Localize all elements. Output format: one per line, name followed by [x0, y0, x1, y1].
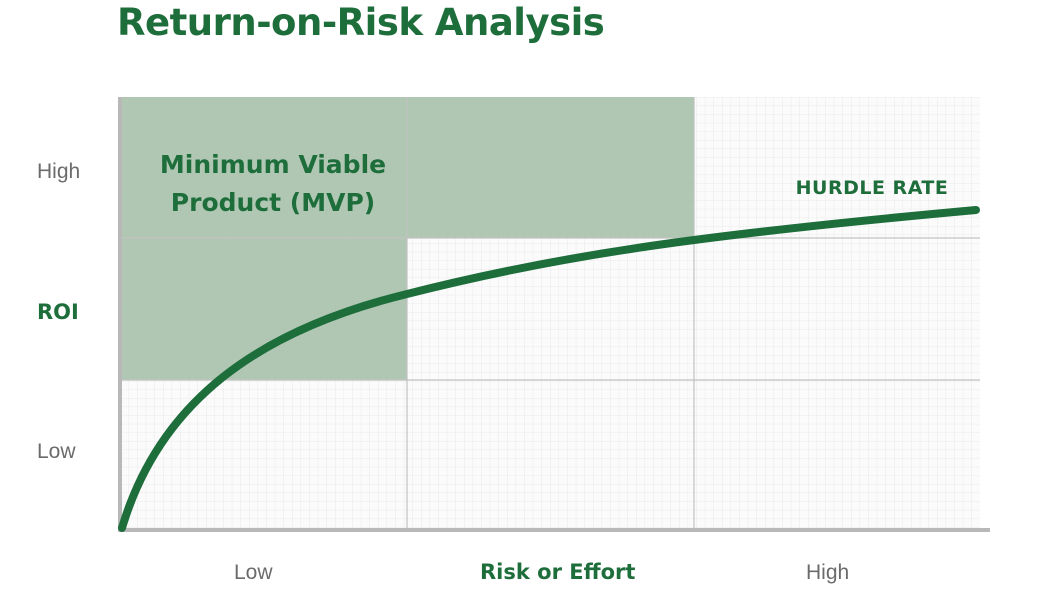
y-axis-high-label: High: [37, 160, 81, 183]
major-grid: [120, 97, 980, 530]
x-axis-high-label: High: [806, 561, 850, 584]
page-title: Return-on-Risk Analysis: [117, 1, 605, 44]
y-axis-title: ROI: [37, 300, 79, 324]
x-axis-low-label: Low: [234, 561, 273, 584]
x-axis-title: Risk or Effort: [480, 560, 636, 584]
hurdle-rate-label: HURDLE RATE: [796, 177, 949, 199]
y-axis-low-label: Low: [37, 440, 76, 463]
mvp-label-line2: Product (MVP): [171, 188, 375, 217]
mvp-label-line1: Minimum Viable: [160, 150, 386, 179]
hurdle-rate-curve: [118, 206, 980, 532]
